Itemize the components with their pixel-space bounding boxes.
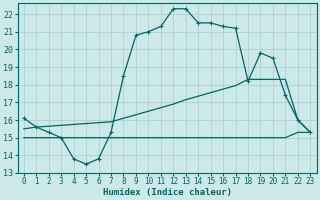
- X-axis label: Humidex (Indice chaleur): Humidex (Indice chaleur): [103, 188, 232, 197]
